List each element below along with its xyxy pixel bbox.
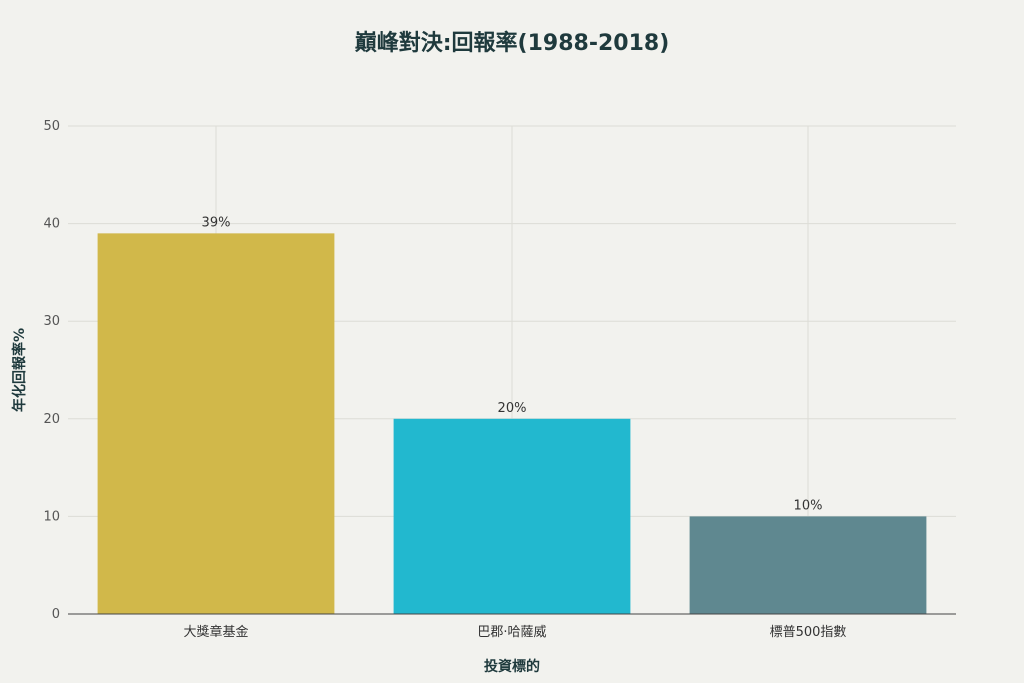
y-tick-labels: 0 10 20 30 40 50 bbox=[43, 119, 60, 622]
bars bbox=[97, 233, 927, 615]
y-tick-label: 20 bbox=[43, 412, 60, 427]
y-tick-label: 0 bbox=[52, 607, 60, 622]
bar-value-label: 39% bbox=[202, 215, 231, 230]
bar bbox=[97, 233, 335, 615]
bar-value-label: 10% bbox=[794, 498, 823, 513]
y-tick-label: 50 bbox=[43, 119, 60, 134]
bar-value-label: 20% bbox=[498, 401, 527, 416]
y-tick-label: 10 bbox=[43, 509, 60, 524]
y-axis-title: 年化回報率% bbox=[11, 328, 28, 412]
bar bbox=[393, 418, 631, 614]
y-tick-label: 30 bbox=[43, 314, 60, 329]
x-category-label: 標普500指數 bbox=[770, 625, 847, 640]
chart-title: 巔峰對決:回報率(1988-2018) bbox=[355, 30, 670, 56]
x-category-labels: 大獎章基金 巴郡·哈薩威 標普500指數 bbox=[183, 624, 846, 640]
y-tick-label: 40 bbox=[43, 217, 60, 232]
bar bbox=[689, 516, 927, 614]
data-labels: 39% 20% 10% bbox=[202, 215, 823, 513]
x-category-label: 大獎章基金 bbox=[183, 624, 248, 640]
x-category-label: 巴郡·哈薩威 bbox=[477, 625, 546, 640]
x-axis-title: 投資標的 bbox=[484, 658, 540, 675]
